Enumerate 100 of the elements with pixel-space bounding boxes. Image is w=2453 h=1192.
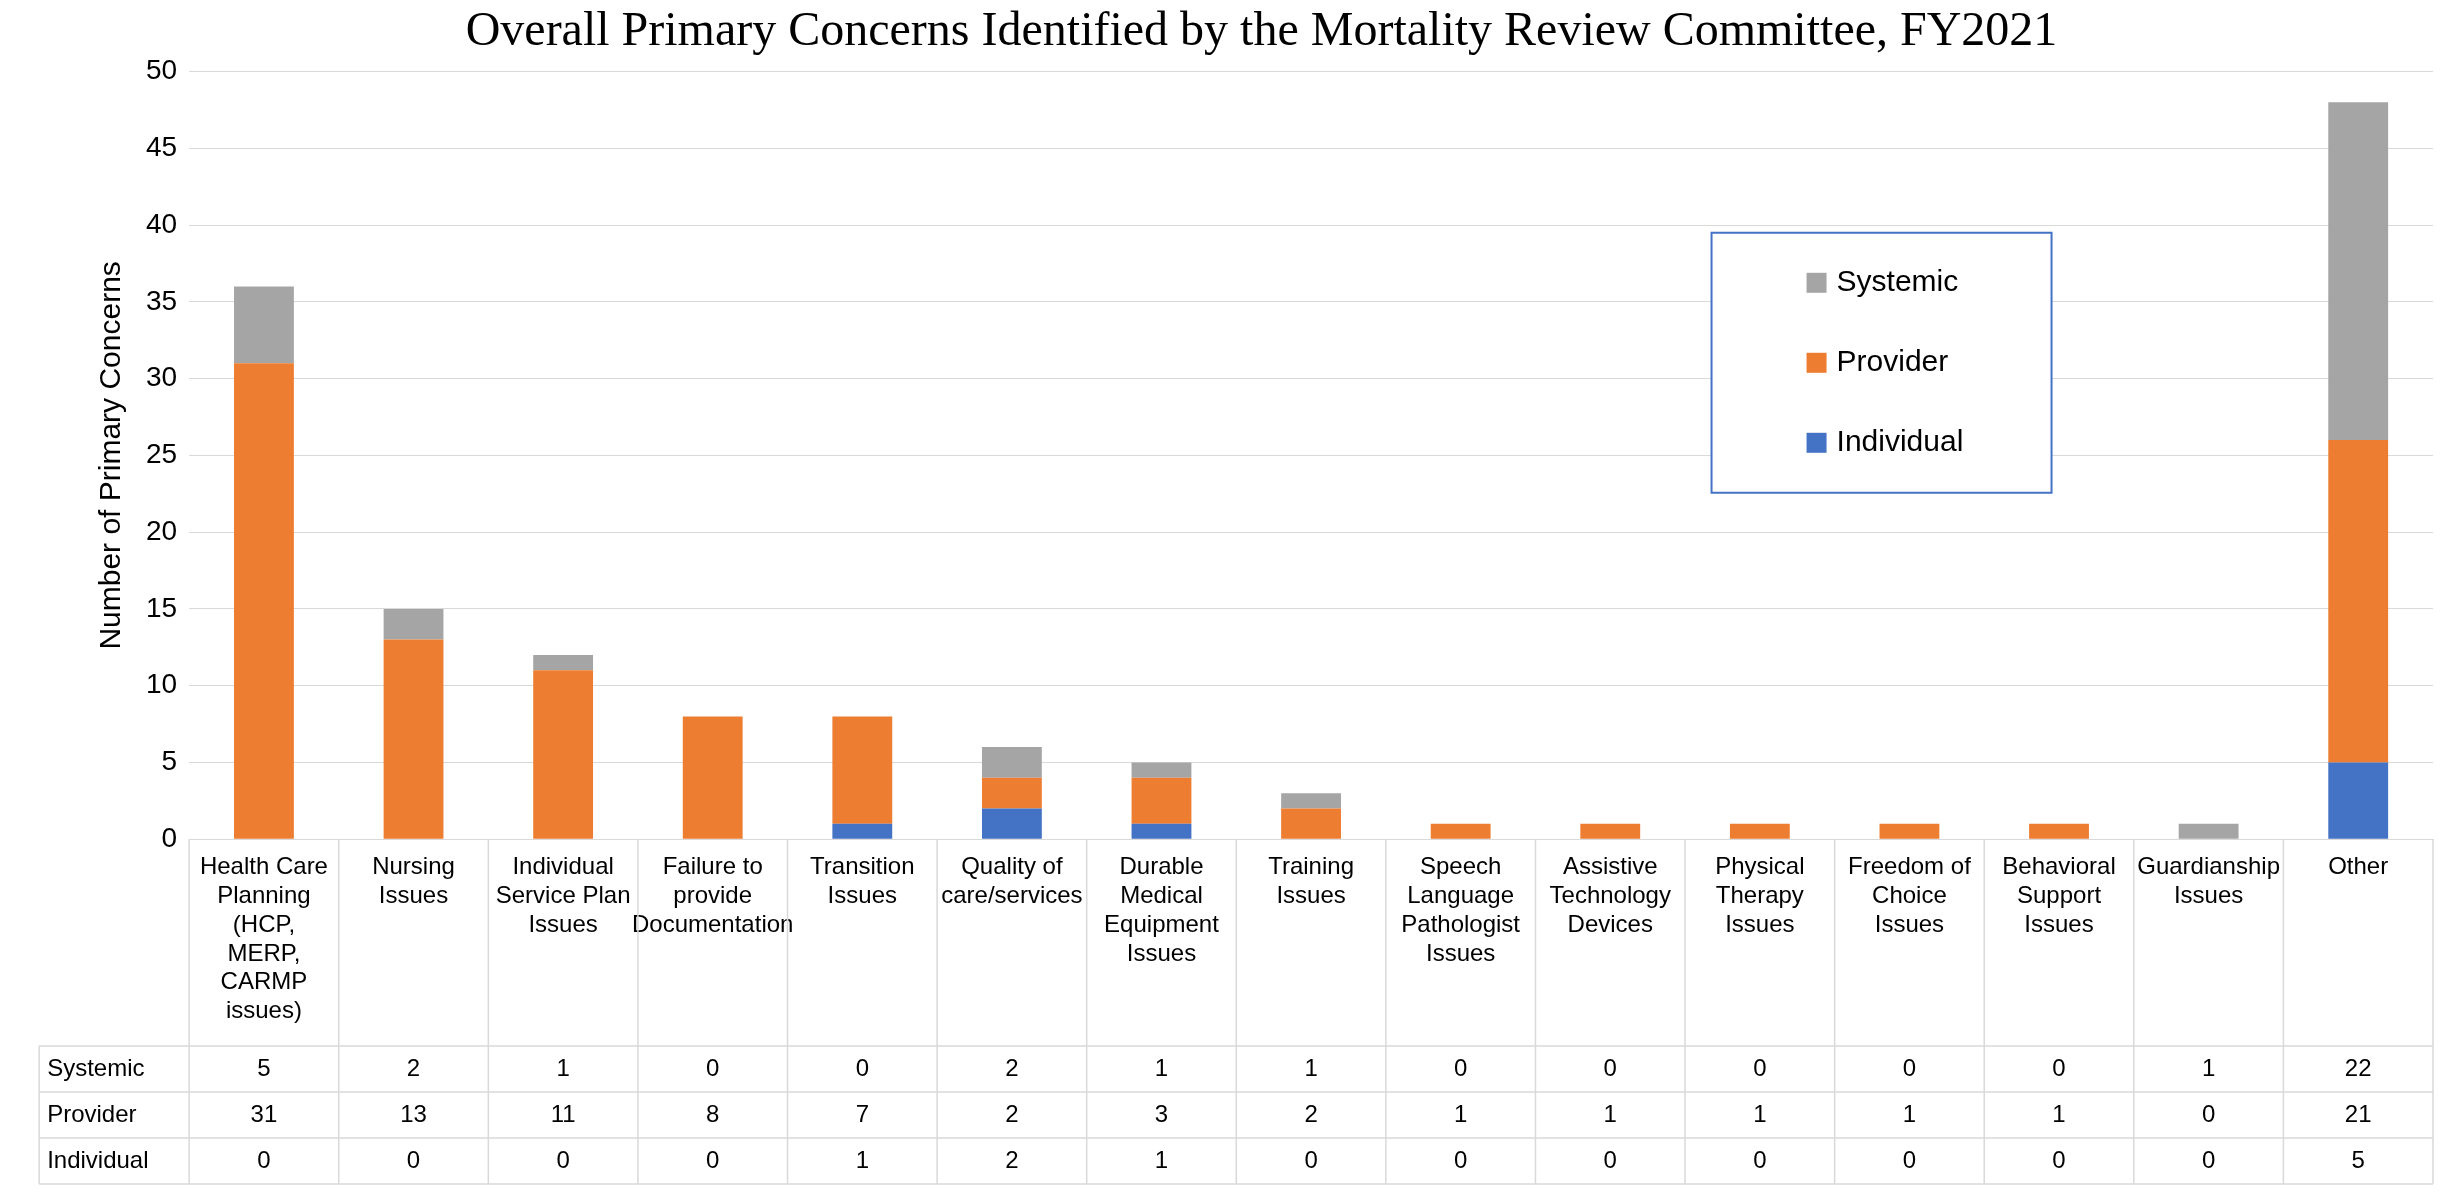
data-label: 2 [1005,1053,1019,1081]
y-tick-label: 45 [145,131,178,163]
data-label: 0 [257,1145,271,1173]
bar [1131,777,1192,824]
bar [2178,823,2239,839]
data-label: 0 [1453,1145,1468,1173]
legend-label: Systemic [1836,264,1959,298]
bar [1580,823,1641,839]
x-tick-label: Quality of care/services [941,852,1083,909]
bar [234,286,294,364]
data-label: 1 [1154,1145,1169,1173]
data-label: 1 [1902,1099,1917,1127]
data-label: 5 [257,1053,271,1081]
data-label: 0 [556,1145,570,1173]
y-tick-label: 20 [145,514,178,546]
y-tick-label: 25 [145,438,178,470]
data-label: 1 [2052,1099,2066,1127]
data-label: 0 [855,1053,869,1081]
bar [2328,762,2389,839]
data-label: 31 [250,1099,278,1127]
bar [2029,823,2089,839]
data-label: 0 [1453,1053,1468,1081]
bar [1131,762,1192,778]
data-label: 1 [1453,1099,1468,1127]
data-label: 0 [406,1145,421,1173]
x-tick-label: Freedom of Choice Issues [1848,852,1972,937]
data-label: 7 [855,1099,869,1127]
legend-label: Individual [1836,424,1964,458]
data-label: 1 [2201,1053,2216,1081]
x-tick-label: Durable Medical Equipment Issues [1104,852,1220,966]
data-label: 0 [1603,1145,1617,1173]
data-label: 0 [1753,1145,1767,1173]
data-label: 1 [1304,1053,1318,1081]
data-label: 2 [1005,1099,1019,1127]
data-label: 21 [2344,1099,2372,1127]
x-tick-label: Training Issues [1268,852,1354,909]
data-label: 3 [1154,1099,1169,1127]
y-tick-label: 15 [145,591,178,623]
data-label: 13 [400,1099,427,1127]
y-tick-label: 35 [145,284,178,316]
bar [1430,823,1491,839]
bar [533,670,594,839]
data-label: 0 [1753,1053,1767,1081]
x-tick-label: Assistive Technology Devices [1549,852,1671,937]
bar [2328,102,2389,441]
bar [383,639,444,839]
data-label: 1 [1154,1053,1169,1081]
data-label: 0 [1304,1145,1318,1173]
y-tick-label: 40 [145,207,178,239]
bar [1281,808,1341,839]
data-label: 2 [1005,1145,1019,1173]
data-label: 1 [855,1145,869,1173]
bar [234,363,294,839]
x-tick-label: Nursing Issues [372,852,455,909]
data-label: 22 [2344,1053,2372,1081]
data-label: 2 [1304,1099,1318,1127]
bar [2328,440,2389,763]
data-label: 5 [2351,1145,2365,1173]
data-label: 1 [1753,1099,1767,1127]
bar [1281,793,1341,809]
x-tick-label: Individual Service Plan Issues [495,852,631,937]
bar [832,823,893,839]
legend-label: Provider [1836,344,1949,378]
x-tick-label: Guardianship Issues [2137,852,2280,909]
y-tick-label: 10 [145,668,178,700]
x-tick-label: Physical Therapy Issues [1715,852,1805,937]
text: Systemic [47,1053,145,1081]
y-axis-title: Number of Primary Concerns [93,261,127,650]
chart-title: Overall Primary Concerns Identified by the Mortality Review Committee, FY2021 [465,2,2058,56]
data-label: 1 [1603,1099,1617,1127]
bar [1879,823,1940,839]
x-tick-label: Failure to provide Documentation [631,852,794,937]
x-tick-label: Speech Language Pathologist Issues [1401,852,1521,966]
data-label: 0 [2201,1145,2216,1173]
x-tick-label: Behavioral Support Issues [2002,852,2116,937]
data-label: 8 [706,1099,720,1127]
bar [981,808,1042,839]
data-label: 0 [1603,1053,1617,1081]
bar [1131,823,1192,839]
text: Provider [47,1099,137,1127]
data-label: 0 [2052,1053,2066,1081]
data-label: 0 [706,1145,720,1173]
x-tick-label: Other [2328,852,2389,880]
bar [832,716,893,824]
bar [981,777,1042,809]
data-label: 0 [706,1053,720,1081]
bar [533,654,594,671]
y-tick-label: 50 [145,54,178,86]
data-label: 0 [1902,1053,1917,1081]
y-tick-label: 5 [161,745,178,777]
text: Individual [47,1145,149,1173]
y-tick-label: 0 [161,821,178,853]
data-label: 2 [406,1053,421,1081]
x-tick-label: Transition Issues [810,852,915,909]
x-tick-label: Health Care Planning (HCP, MERP, CARMP issues) [199,852,328,1024]
bar [682,716,743,839]
data-label: 1 [556,1053,570,1081]
data-label: 0 [2052,1145,2066,1173]
bar [1729,823,1790,839]
data-label: 0 [1902,1145,1917,1173]
